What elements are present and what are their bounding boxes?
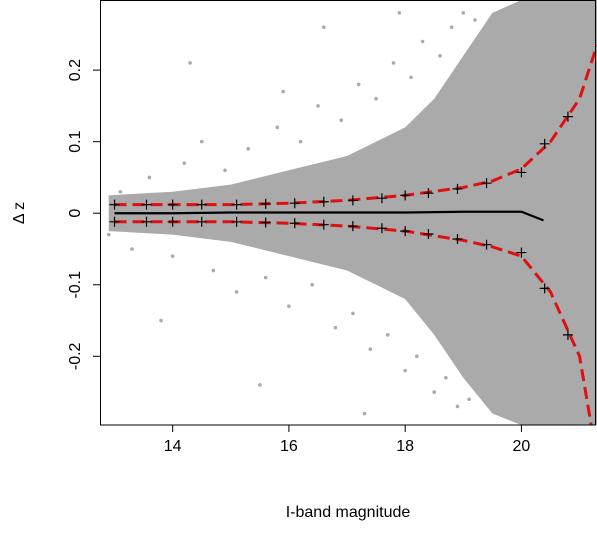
plus-marker bbox=[376, 193, 387, 204]
y-tick-label: 0 bbox=[67, 209, 84, 218]
point bbox=[368, 347, 373, 351]
point bbox=[118, 189, 123, 194]
point bbox=[147, 175, 152, 180]
median-line bbox=[114, 210, 544, 222]
y-axis-label: Δ z bbox=[11, 202, 28, 224]
point bbox=[461, 11, 466, 15]
point bbox=[455, 404, 460, 409]
plus-marker bbox=[539, 138, 550, 149]
point bbox=[351, 311, 355, 316]
point bbox=[106, 232, 111, 237]
point bbox=[432, 390, 437, 394]
plot-area bbox=[106, 0, 597, 425]
point bbox=[438, 54, 442, 58]
plus-marker bbox=[231, 216, 242, 227]
point bbox=[339, 118, 344, 123]
plus-marker bbox=[376, 223, 387, 234]
plus-marker bbox=[141, 199, 152, 210]
plus-marker bbox=[141, 216, 152, 227]
plus-marker bbox=[516, 167, 527, 178]
point bbox=[374, 96, 378, 101]
point bbox=[287, 304, 291, 309]
plus-marker bbox=[347, 221, 358, 232]
point bbox=[159, 318, 163, 323]
plus-marker bbox=[109, 216, 120, 227]
plus-marker bbox=[423, 188, 434, 199]
point bbox=[385, 333, 390, 337]
point bbox=[130, 247, 134, 251]
plus-marker bbox=[289, 198, 300, 209]
point bbox=[223, 168, 227, 173]
plus-marker bbox=[167, 216, 178, 227]
plus-marker bbox=[516, 247, 527, 258]
point bbox=[356, 82, 361, 87]
point bbox=[467, 397, 471, 402]
point bbox=[362, 411, 367, 416]
plus-marker bbox=[481, 239, 492, 250]
point bbox=[246, 147, 251, 151]
plus-marker bbox=[452, 183, 463, 194]
plus-marker bbox=[318, 196, 329, 207]
point bbox=[199, 139, 204, 144]
point bbox=[275, 125, 280, 130]
plus-marker bbox=[167, 199, 178, 210]
point bbox=[397, 11, 402, 15]
x-tick-label: 16 bbox=[280, 438, 298, 455]
x-axis-label: I-band magnitude bbox=[286, 504, 411, 521]
plus-marker bbox=[400, 190, 411, 201]
point bbox=[170, 254, 175, 258]
point bbox=[316, 104, 320, 108]
point bbox=[310, 282, 314, 287]
x-tick-label: 18 bbox=[396, 438, 414, 455]
plus-marker bbox=[452, 233, 463, 244]
point bbox=[263, 275, 268, 280]
point bbox=[449, 25, 454, 29]
point bbox=[415, 354, 419, 359]
plus-marker bbox=[289, 218, 300, 229]
point bbox=[420, 39, 425, 44]
plus-marker bbox=[562, 111, 573, 122]
y-tick-label: -0.2 bbox=[67, 342, 84, 370]
plus-marker bbox=[196, 199, 207, 210]
plus-marker bbox=[260, 198, 271, 209]
plus-marker bbox=[481, 178, 492, 189]
point bbox=[391, 61, 396, 65]
plus-marker bbox=[400, 226, 411, 237]
plus-marker bbox=[562, 329, 573, 340]
plus-marker bbox=[260, 217, 271, 228]
point bbox=[281, 89, 285, 94]
plus-marker bbox=[196, 216, 207, 227]
point bbox=[211, 268, 216, 273]
point bbox=[333, 325, 338, 330]
plus-marker bbox=[318, 219, 329, 230]
point bbox=[258, 383, 262, 387]
point bbox=[188, 61, 192, 65]
point bbox=[473, 18, 477, 22]
point bbox=[182, 161, 187, 165]
plot-frame bbox=[100, 0, 596, 426]
point bbox=[403, 368, 407, 373]
y-tick-label: 0.1 bbox=[67, 130, 84, 152]
y-tick-label: -0.1 bbox=[67, 271, 84, 299]
y-tick-label: 0.2 bbox=[67, 59, 84, 81]
plus-marker bbox=[109, 199, 120, 210]
plus-marker bbox=[347, 195, 358, 206]
point bbox=[409, 75, 413, 80]
x-tick-label: 14 bbox=[164, 438, 182, 455]
plus-marker bbox=[231, 199, 242, 210]
plus-marker bbox=[423, 228, 434, 239]
point bbox=[321, 25, 326, 29]
point bbox=[444, 375, 448, 380]
dashed-curve bbox=[114, 44, 597, 207]
x-tick-label: 20 bbox=[513, 438, 531, 455]
point bbox=[298, 139, 303, 144]
point bbox=[234, 290, 239, 294]
plus-marker bbox=[539, 283, 550, 294]
